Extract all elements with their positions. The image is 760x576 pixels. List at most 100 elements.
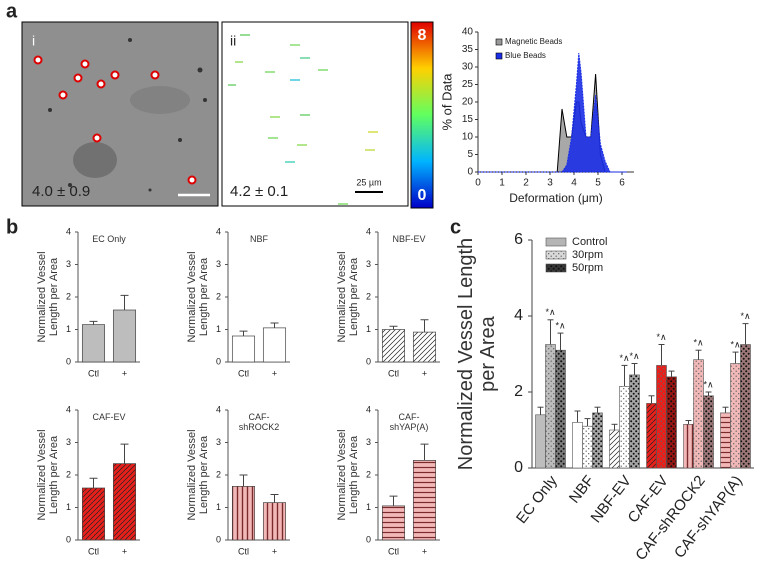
tracking-map	[221, 21, 434, 209]
y-tick-label: 6	[514, 231, 523, 248]
x-tick-label: 3	[547, 178, 553, 189]
legend-swatch	[545, 263, 567, 273]
y-tick-label: 3	[366, 259, 371, 269]
y-tick-label: 2	[66, 469, 71, 479]
bar	[619, 385, 630, 469]
significance-label: *∧	[740, 311, 750, 321]
y-tick-label: 0	[216, 356, 221, 366]
panel-label: a	[6, 0, 18, 22]
y-axis-label: Normalized Vessel Length per Area	[335, 251, 360, 343]
x-tick-label: 2	[523, 178, 529, 189]
y-tick-label: 4	[514, 307, 523, 324]
bar	[609, 429, 620, 469]
panel-label: b	[6, 216, 18, 238]
x-tick-label: Ctl	[238, 368, 249, 378]
bar	[231, 335, 256, 363]
x-tick-label: 1	[499, 178, 505, 189]
bar	[555, 349, 566, 469]
y-tick-label: 1	[66, 324, 71, 334]
chart-title: CAF-EV	[92, 412, 126, 422]
significance-label: *∧	[555, 320, 565, 330]
y-tick-label: 3	[366, 437, 371, 447]
y-tick-label: 35	[462, 44, 474, 55]
y-tick-label: 3	[216, 259, 221, 269]
significance-label: *∧	[629, 351, 639, 361]
micrograph	[21, 21, 219, 207]
chart-title: EC Only	[92, 234, 126, 244]
bar	[535, 414, 546, 469]
y-tick-label: 3	[66, 437, 71, 447]
y-tick-label: 2	[66, 291, 71, 301]
chart-title: CAF-shYAP(A)	[389, 412, 429, 433]
y-tick-label: 0	[514, 459, 523, 476]
y-tick-label: 1	[366, 324, 371, 334]
y-tick-label: 0	[216, 534, 221, 544]
bar	[730, 363, 741, 469]
y-tick-label: 10	[462, 132, 474, 143]
significance-label: *∧	[619, 353, 629, 363]
bar	[381, 505, 406, 541]
significance-label: *∧	[656, 332, 666, 342]
chart-title: CAF-shROCK2	[238, 412, 280, 433]
legend-label: Magnetic Beads	[505, 37, 562, 46]
y-tick-label: 25	[462, 79, 474, 90]
y-tick-label: 2	[216, 469, 221, 479]
colorbar-tick: 0	[418, 187, 427, 204]
x-tick-label: Ctl	[388, 546, 399, 556]
bar	[693, 359, 704, 469]
bar	[720, 412, 731, 469]
legend-swatch	[495, 38, 503, 46]
bar	[381, 329, 406, 363]
area	[478, 52, 627, 173]
x-tick-label: +	[422, 546, 427, 556]
y-axis-label: Normalized Vessel Length per Area	[35, 251, 60, 343]
bar	[572, 422, 583, 469]
bar	[112, 309, 137, 363]
y-tick-label: 4	[366, 404, 371, 414]
y-tick-label: 0	[66, 534, 71, 544]
x-tick-label: +	[272, 368, 277, 378]
y-tick-label: 2	[366, 469, 371, 479]
y-tick-label: 40	[462, 27, 474, 38]
y-tick-label: 4	[216, 226, 221, 236]
y-axis-label: Normalized Vessel Length per Area	[35, 429, 60, 521]
significance-label: *∧	[703, 379, 713, 389]
x-tick-label: +	[272, 546, 277, 556]
legend-swatch	[545, 237, 567, 247]
panel-label: c	[450, 216, 461, 238]
y-tick-label: 15	[462, 114, 474, 125]
x-tick-label: Ctl	[88, 368, 99, 378]
bar	[629, 374, 640, 469]
legend-label: Control	[572, 236, 607, 248]
x-tick-label: 4	[571, 178, 577, 189]
bar	[81, 487, 106, 541]
chart-title: NBF	[250, 234, 268, 244]
x-tick-label: 5	[595, 178, 601, 189]
bar	[262, 327, 287, 363]
x-tick-label: +	[122, 546, 127, 556]
bar	[666, 376, 677, 469]
image-label: i	[32, 33, 35, 49]
y-tick-label: 0	[66, 356, 71, 366]
y-tick-label: 3	[66, 259, 71, 269]
colorbar-tick: 8	[418, 27, 427, 44]
y-tick-label: 1	[366, 502, 371, 512]
y-tick-label: 4	[366, 226, 371, 236]
chart-title: NBF-EV	[392, 234, 426, 244]
x-axis-label: Deformation (μm)	[509, 191, 603, 205]
bar	[231, 486, 256, 541]
x-tick-label: 6	[619, 178, 625, 189]
bar	[412, 331, 437, 363]
x-tick-label: +	[122, 368, 127, 378]
y-tick-label: 1	[216, 324, 221, 334]
x-tick-label: Ctl	[88, 546, 99, 556]
y-tick-label: 1	[66, 502, 71, 512]
y-axis-label: % of Data	[439, 73, 454, 131]
significance-label: *∧	[545, 307, 555, 317]
y-tick-label: 4	[66, 226, 71, 236]
y-axis-label: Normalized Vessel Length per Area	[455, 237, 499, 471]
y-axis-label: Normalized Vessel Length per Area	[185, 251, 210, 343]
bar	[582, 425, 593, 469]
legend-label: 30rpm	[572, 249, 603, 261]
